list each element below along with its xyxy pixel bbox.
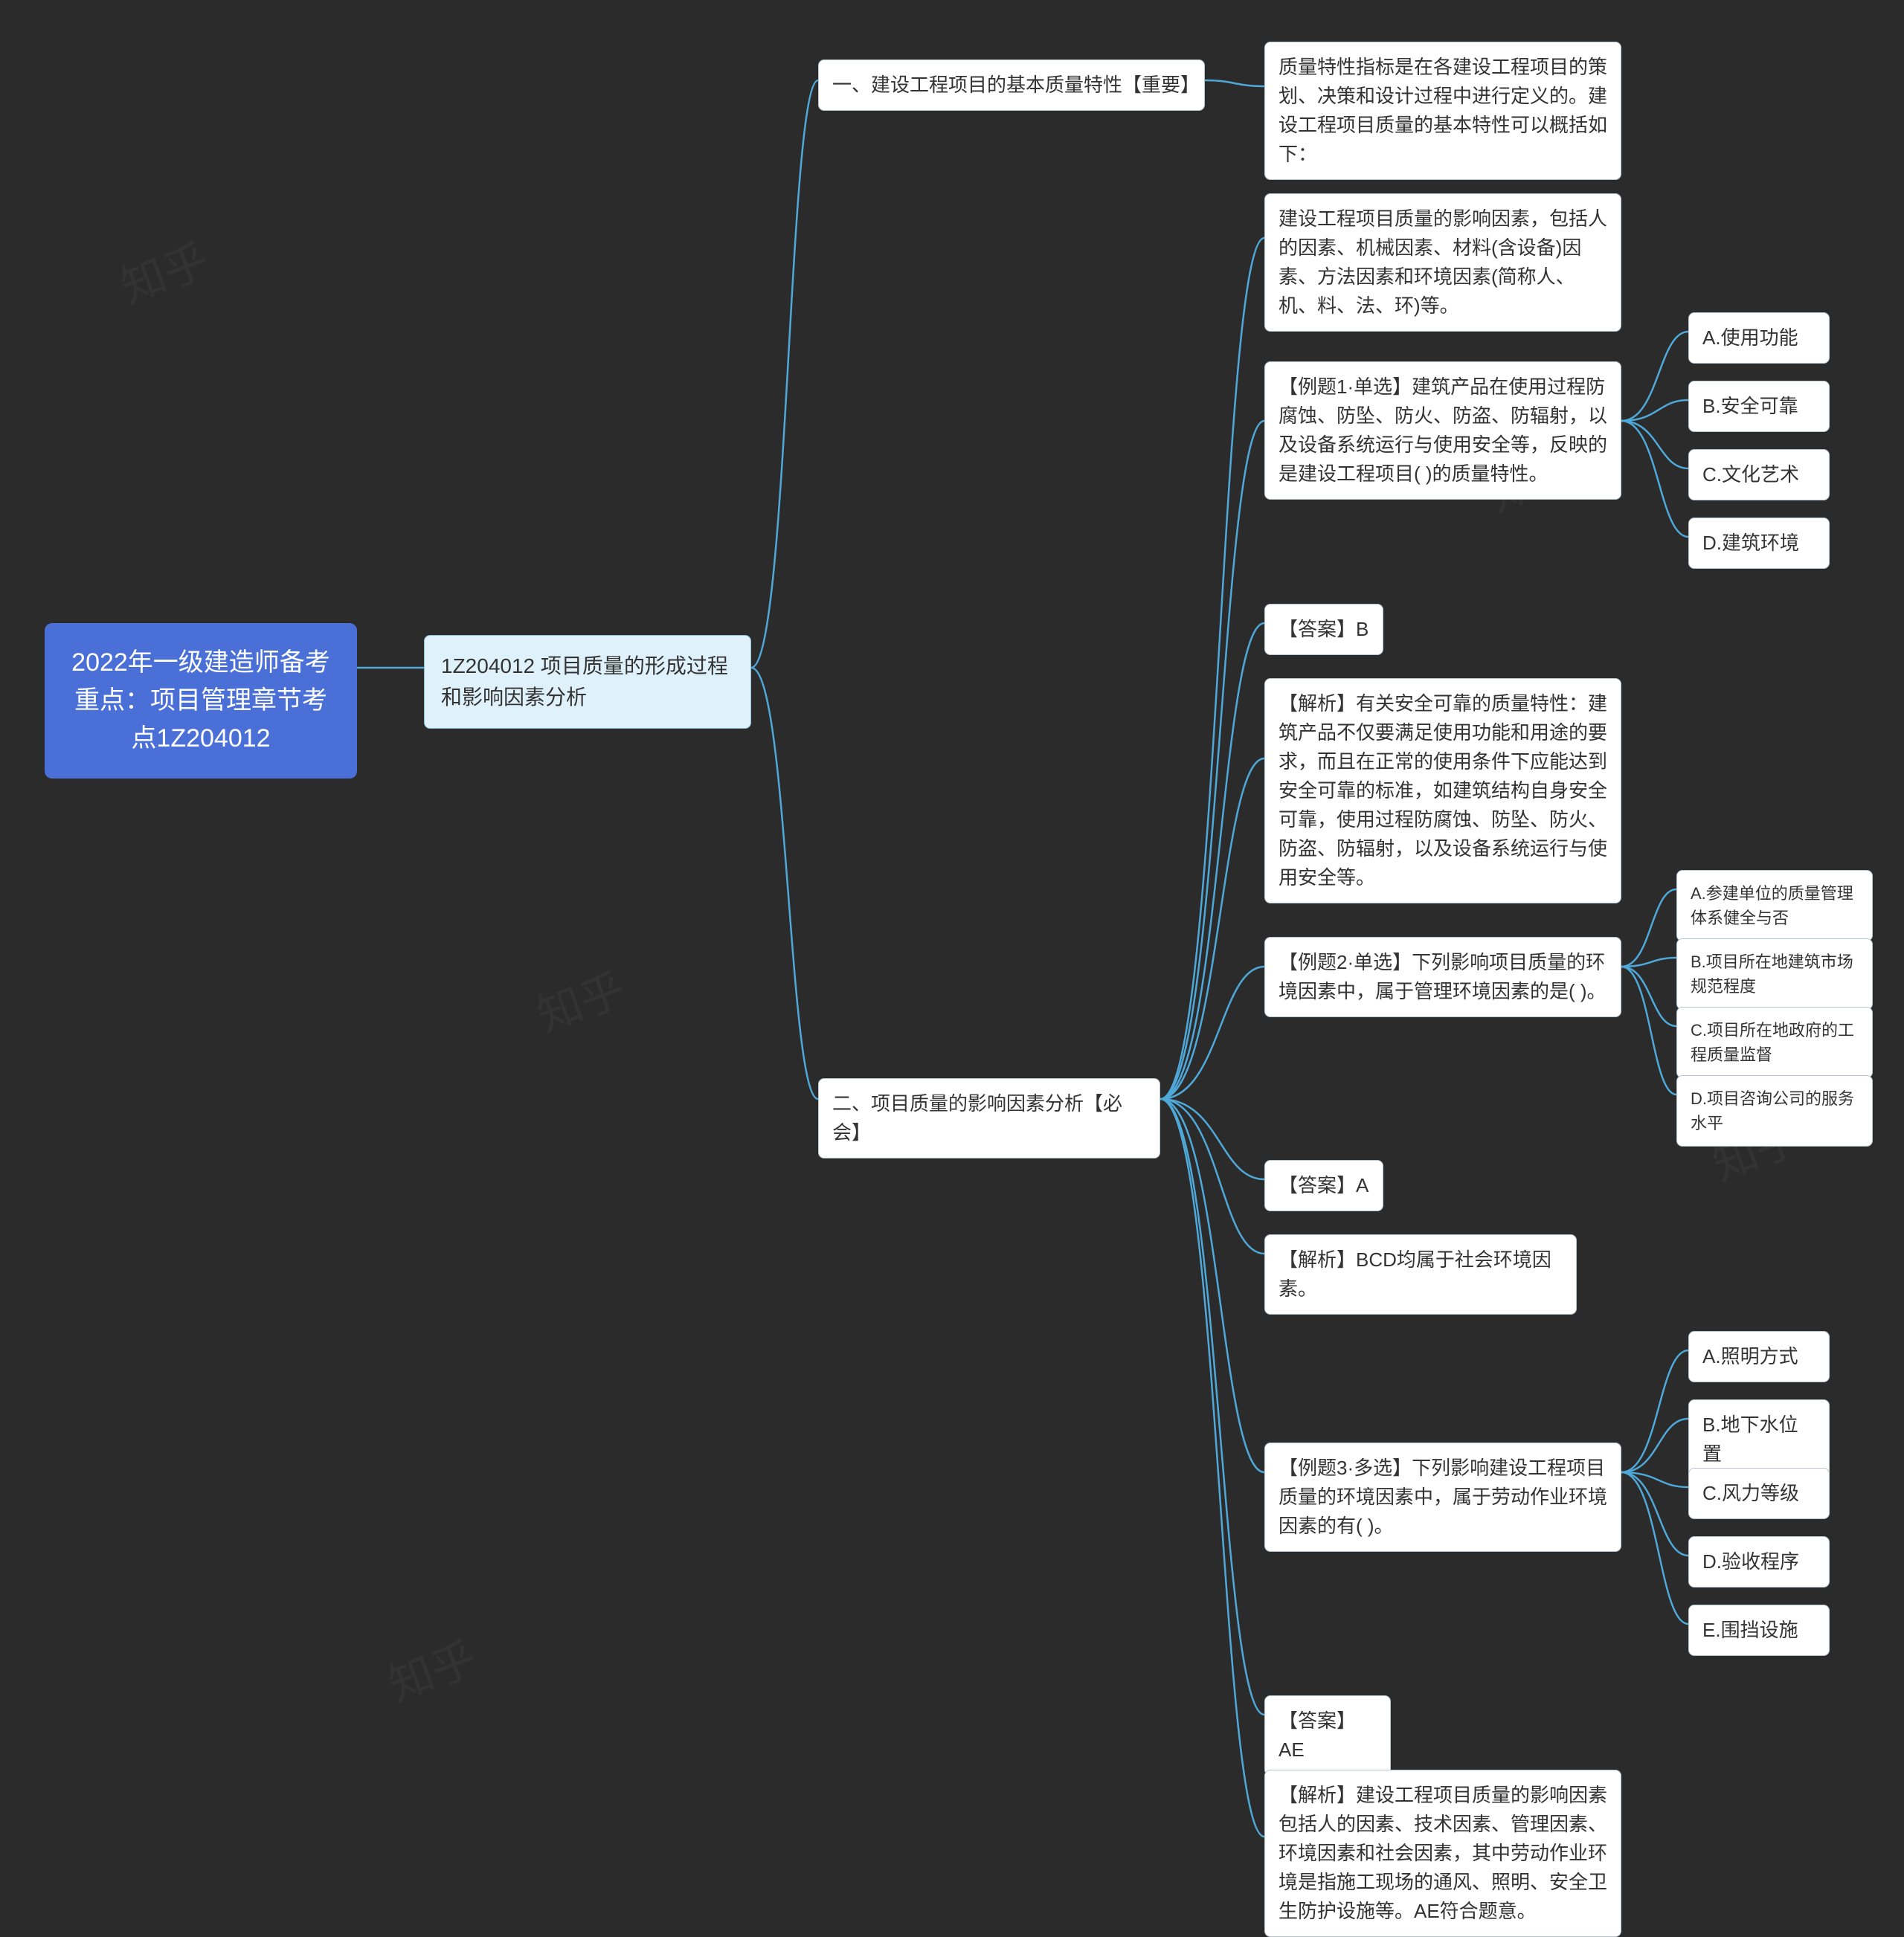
q2-option-d[interactable]: D.项目咨询公司的服务水平 [1676, 1075, 1873, 1147]
q2-option-a[interactable]: A.参建单位的质量管理体系健全与否 [1676, 870, 1873, 941]
q1-option-b[interactable]: B.安全可靠 [1688, 381, 1830, 432]
q3-option-d[interactable]: D.验收程序 [1688, 1536, 1830, 1588]
q3-explain: 【解析】建设工程项目质量的影响因素包括人的因素、技术因素、管理因素、环境因素和社… [1264, 1770, 1621, 1937]
q2-option-b[interactable]: B.项目所在地建筑市场规范程度 [1676, 938, 1873, 1010]
q1-option-a[interactable]: A.使用功能 [1688, 312, 1830, 364]
q2-option-c[interactable]: C.项目所在地政府的工程质量监督 [1676, 1007, 1873, 1078]
section1-detail: 质量特性指标是在各建设工程项目的策划、决策和设计过程中进行定义的。建设工程项目质… [1264, 42, 1621, 180]
q1-stem: 【例题1·单选】建筑产品在使用过程防腐蚀、防坠、防火、防盗、防辐射，以及设备系统… [1264, 361, 1621, 500]
q1-option-d[interactable]: D.建筑环境 [1688, 518, 1830, 569]
section2-title[interactable]: 二、项目质量的影响因素分析【必会】 [818, 1078, 1160, 1158]
q1-option-c[interactable]: C.文化艺术 [1688, 449, 1830, 500]
level1-node[interactable]: 1Z204012 项目质量的形成过程和影响因素分析 [424, 635, 751, 729]
q2-answer: 【答案】A [1264, 1160, 1383, 1211]
q3-option-c[interactable]: C.风力等级 [1688, 1468, 1830, 1519]
q3-answer: 【答案】AE [1264, 1695, 1391, 1776]
section1-title[interactable]: 一、建设工程项目的基本质量特性【重要】 [818, 59, 1205, 111]
q2-explain: 【解析】BCD均属于社会环境因素。 [1264, 1234, 1577, 1315]
q1-answer: 【答案】B [1264, 604, 1383, 655]
q3-stem: 【例题3·多选】下列影响建设工程项目质量的环境因素中，属于劳动作业环境因素的有(… [1264, 1443, 1621, 1552]
q3-option-e[interactable]: E.围挡设施 [1688, 1605, 1830, 1656]
root-node[interactable]: 2022年一级建造师备考重点：项目管理章节考点1Z204012 [45, 623, 357, 779]
q2-stem: 【例题2·单选】下列影响项目质量的环境因素中，属于管理环境因素的是( )。 [1264, 937, 1621, 1017]
q1-explain: 【解析】有关安全可靠的质量特性：建筑产品不仅要满足使用功能和用途的要求，而且在正… [1264, 678, 1621, 903]
q3-option-a[interactable]: A.照明方式 [1688, 1331, 1830, 1382]
section2-intro: 建设工程项目质量的影响因素，包括人的因素、机械因素、材料(含设备)因素、方法因素… [1264, 193, 1621, 332]
